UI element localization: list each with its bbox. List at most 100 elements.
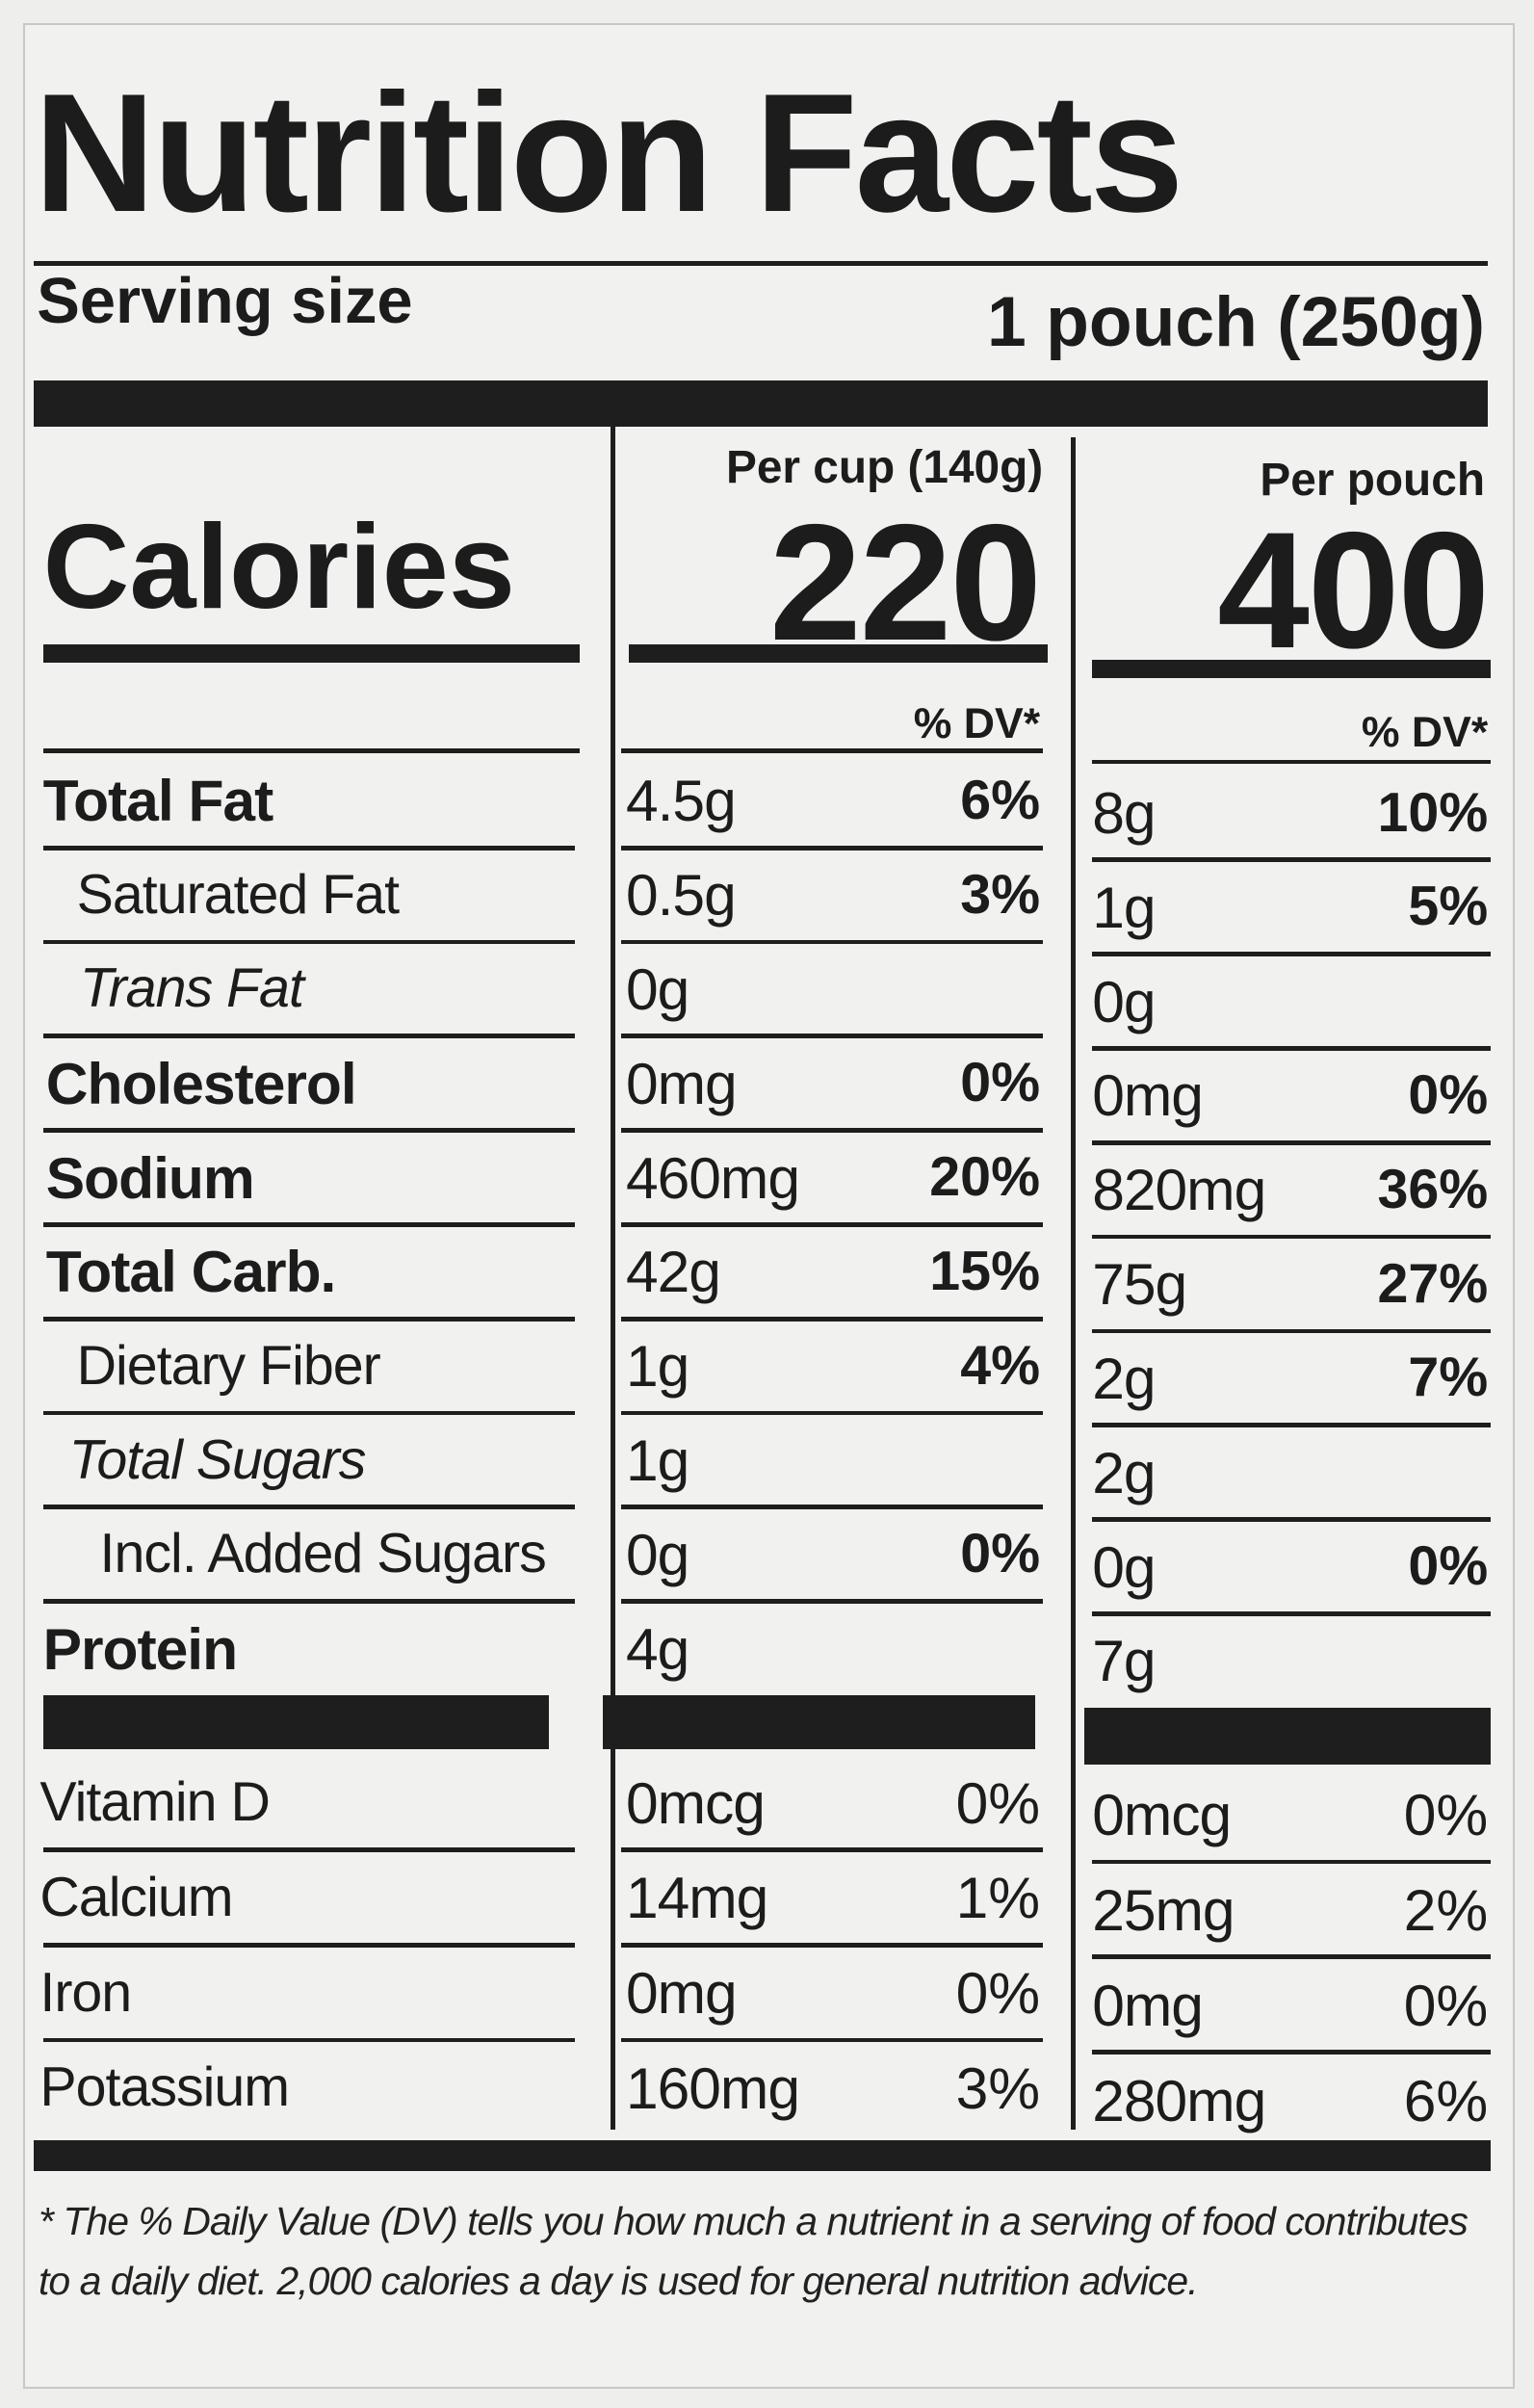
divider: [611, 426, 615, 2131]
column-header: Per cup (140g): [725, 441, 1044, 493]
divider: [1070, 437, 1076, 2131]
amount: 0mcg: [625, 1769, 766, 1836]
amount: 1g: [625, 1426, 689, 1493]
thick-rule: [603, 1695, 1036, 1749]
rule: [1092, 1328, 1492, 1334]
amount: 14mg: [625, 1865, 768, 1931]
rule: [621, 1505, 1044, 1510]
rule: [621, 2037, 1044, 2043]
daily-value: 0%: [960, 1052, 1041, 1114]
column-header: Per pouch: [1260, 454, 1486, 506]
amount: 1g: [1092, 874, 1156, 940]
amount: 0mg: [625, 1050, 738, 1116]
daily-value: 0%: [1403, 1782, 1489, 1848]
daily-value: 5%: [1408, 876, 1489, 938]
amount: 8g: [1092, 780, 1156, 847]
thick-rule: [34, 380, 1489, 427]
nutrient-name: Cholesterol: [45, 1050, 357, 1116]
nutrient-name: Total Carb.: [45, 1239, 337, 1305]
rule: [42, 1599, 576, 1604]
amount: 7g: [1092, 1628, 1156, 1694]
amount: 460mg: [625, 1144, 800, 1211]
amount: 0.5g: [625, 862, 737, 929]
rule: [42, 939, 576, 945]
daily-value: 36%: [1377, 1158, 1489, 1220]
amount: 0mg: [625, 1960, 738, 2027]
rule: [1092, 1517, 1492, 1522]
amount: 0g: [625, 955, 689, 1022]
rule: [42, 1316, 576, 1322]
daily-value: 3%: [960, 863, 1041, 926]
calories-value: 220: [769, 490, 1042, 676]
rule: [621, 1316, 1044, 1322]
amount: 0g: [1092, 1533, 1156, 1600]
rule: [621, 1034, 1044, 1039]
thick-rule: [42, 644, 581, 664]
rule: [42, 1128, 576, 1133]
rule: [621, 845, 1044, 851]
daily-value: 15%: [929, 1240, 1041, 1302]
calories-value: 400: [1217, 498, 1490, 684]
rule: [621, 748, 1044, 754]
rule: [1092, 1859, 1492, 1865]
rule: [1092, 1423, 1492, 1428]
nutrient-name: Total Sugars: [68, 1428, 367, 1491]
daily-value: 3%: [955, 2055, 1041, 2121]
thick-rule: [1084, 1708, 1492, 1765]
rule: [621, 939, 1044, 945]
thick-rule: [34, 2140, 1492, 2172]
calories-label: Calories: [42, 501, 515, 635]
nutrient-name: Potassium: [39, 2056, 290, 2119]
daily-value: 27%: [1377, 1252, 1489, 1315]
rule: [1092, 952, 1492, 957]
daily-value: 4%: [960, 1334, 1041, 1397]
rule: [1092, 2050, 1492, 2055]
rule: [42, 845, 576, 851]
amount: 160mg: [625, 2055, 800, 2121]
amount: 0mcg: [1092, 1782, 1232, 1848]
daily-value: 0%: [955, 1769, 1041, 1836]
rule: [42, 2037, 576, 2043]
serving-size-label: Serving size: [37, 265, 413, 338]
rule: [621, 1599, 1044, 1604]
daily-value: 2%: [1403, 1877, 1489, 1944]
rule: [621, 1942, 1044, 1948]
nutrient-name: Protein: [42, 1615, 238, 1682]
amount: 1g: [625, 1333, 689, 1400]
rule: [42, 1221, 576, 1227]
amount: 25mg: [1092, 1877, 1235, 1944]
nutrient-name: Trans Fat: [79, 957, 304, 1020]
thick-rule: [42, 1695, 550, 1749]
rule: [1092, 1046, 1492, 1051]
rule: [621, 1846, 1044, 1852]
daily-value: 0%: [955, 1960, 1041, 2027]
amount: 4.5g: [625, 768, 737, 834]
rule: [42, 1942, 576, 1948]
rule: [1092, 1139, 1492, 1145]
daily-value: 0%: [1408, 1064, 1489, 1127]
amount: 4g: [625, 1615, 689, 1682]
rule: [1092, 1234, 1492, 1240]
rule: [42, 748, 581, 754]
rule: [1092, 1610, 1492, 1616]
daily-value: 0%: [960, 1523, 1041, 1585]
rule: [42, 1410, 576, 1416]
nutrient-name: Sodium: [45, 1144, 255, 1211]
rule: [1092, 857, 1492, 863]
rule: [42, 1505, 576, 1510]
serving-size-value: 1 pouch (250g): [987, 281, 1486, 361]
amount: 820mg: [1092, 1157, 1266, 1223]
daily-value: 1%: [955, 1865, 1041, 1931]
rule: [1092, 1954, 1492, 1960]
daily-value: 20%: [929, 1146, 1041, 1209]
nutrient-name: Dietary Fiber: [76, 1334, 381, 1397]
rule: [1092, 759, 1492, 765]
rule: [34, 260, 1489, 266]
dv-header: % DV*: [913, 699, 1041, 747]
nutrient-name: Vitamin D: [39, 1771, 270, 1834]
amount: 2g: [1092, 1439, 1156, 1505]
amount: 0mg: [1092, 1062, 1204, 1129]
rule: [42, 1034, 576, 1039]
daily-value: 6%: [1403, 2067, 1489, 2133]
daily-value: 7%: [1408, 1347, 1489, 1409]
